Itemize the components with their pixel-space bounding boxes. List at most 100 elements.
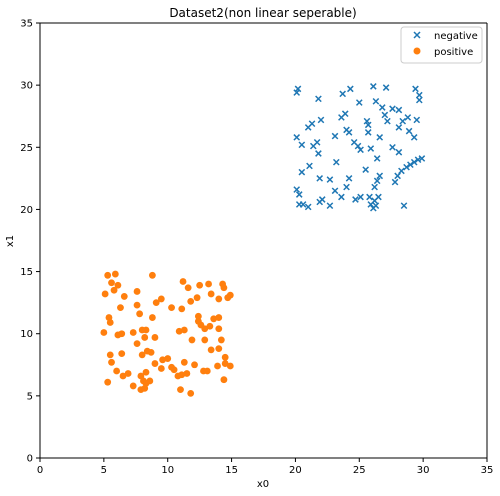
point-positive — [111, 270, 119, 278]
point-negative — [404, 114, 412, 121]
point-negative — [341, 110, 349, 118]
point-positive — [178, 305, 186, 313]
point-positive — [104, 378, 112, 386]
point-negative — [366, 193, 373, 201]
x-tick-label: 30 — [417, 465, 430, 476]
point-negative — [363, 117, 371, 125]
y-tick-label: 30 — [20, 81, 33, 92]
x-tick-label: 20 — [289, 465, 302, 476]
point-positive — [193, 294, 201, 302]
point-positive — [194, 312, 202, 320]
point-positive — [117, 304, 124, 312]
point-negative — [352, 196, 359, 203]
point-negative — [355, 99, 363, 106]
point-positive — [119, 372, 127, 380]
point-positive — [108, 279, 115, 287]
point-negative — [400, 202, 408, 210]
y-axis-ticks: 0 5 10 15 20 25 30 35 — [20, 19, 40, 465]
point-positive — [220, 284, 228, 292]
point-negative — [415, 91, 423, 99]
point-negative — [345, 175, 353, 182]
point-positive — [207, 290, 215, 298]
point-negative — [326, 176, 334, 183]
point-positive — [174, 372, 182, 380]
point-negative — [375, 193, 382, 201]
point-negative — [370, 83, 377, 90]
point-negative — [315, 95, 322, 103]
point-positive — [133, 288, 141, 295]
point-negative — [376, 134, 384, 141]
x-tick-label: 5 — [101, 465, 107, 476]
point-positive — [142, 368, 150, 376]
legend-item-positive: positive — [413, 47, 473, 58]
point-negative — [372, 97, 380, 105]
point-negative — [395, 106, 403, 114]
x-axis-ticks: 0 5 10 15 20 25 30 35 — [37, 458, 493, 476]
point-negative — [316, 175, 324, 182]
point-negative — [298, 141, 306, 149]
series-positive — [100, 270, 234, 397]
y-tick-label: 10 — [20, 329, 33, 340]
legend-box — [400, 26, 483, 64]
point-negative — [403, 163, 410, 171]
y-tick-label: 35 — [20, 19, 33, 30]
y-tick-label: 5 — [27, 391, 33, 402]
point-positive — [141, 385, 149, 392]
point-negative — [371, 183, 378, 191]
point-positive — [215, 325, 223, 333]
point-positive — [108, 358, 115, 366]
point-negative — [399, 117, 407, 125]
point-positive — [104, 271, 112, 279]
point-negative — [405, 127, 413, 135]
point-negative — [295, 191, 303, 198]
point-positive — [110, 286, 118, 294]
point-positive — [210, 315, 218, 323]
point-positive — [138, 351, 146, 359]
point-negative — [413, 116, 421, 124]
point-negative — [317, 116, 325, 124]
point-positive — [164, 355, 172, 362]
point-negative — [378, 104, 386, 111]
point-positive — [215, 314, 223, 321]
point-positive — [184, 284, 192, 292]
point-positive — [100, 329, 108, 336]
point-positive — [200, 367, 207, 375]
point-positive — [151, 334, 159, 341]
point-negative — [410, 134, 418, 141]
point-negative — [332, 158, 340, 166]
point-positive — [215, 295, 223, 303]
point-negative — [412, 85, 419, 93]
point-positive — [215, 345, 223, 353]
point-positive — [157, 295, 165, 303]
y-tick-label: 0 — [27, 454, 33, 465]
y-tick-label: 20 — [20, 205, 33, 216]
point-positive — [205, 280, 212, 288]
series-layer — [100, 83, 426, 397]
point-negative — [389, 143, 396, 151]
point-negative — [410, 158, 418, 166]
point-negative — [315, 150, 322, 157]
point-negative — [298, 168, 306, 176]
plot-area — [40, 23, 487, 458]
x-tick-label: 25 — [353, 465, 366, 476]
x-tick-label: 10 — [161, 465, 174, 476]
point-positive — [133, 301, 141, 309]
point-positive — [221, 360, 229, 367]
point-positive — [129, 329, 137, 336]
point-negative — [354, 142, 362, 150]
x-axis-title: x0 — [257, 479, 269, 490]
point-negative — [357, 193, 364, 201]
point-negative — [318, 196, 326, 203]
point-negative — [384, 117, 391, 125]
point-positive — [180, 358, 188, 366]
point-negative — [343, 183, 350, 191]
point-positive — [133, 340, 141, 348]
point-negative — [394, 172, 401, 180]
point-negative — [391, 178, 399, 186]
legend-item-negative: negative — [413, 31, 478, 42]
point-positive — [187, 298, 195, 305]
point-positive — [201, 336, 209, 344]
point-negative — [294, 85, 302, 93]
point-negative — [304, 124, 312, 131]
point-positive — [113, 367, 121, 375]
